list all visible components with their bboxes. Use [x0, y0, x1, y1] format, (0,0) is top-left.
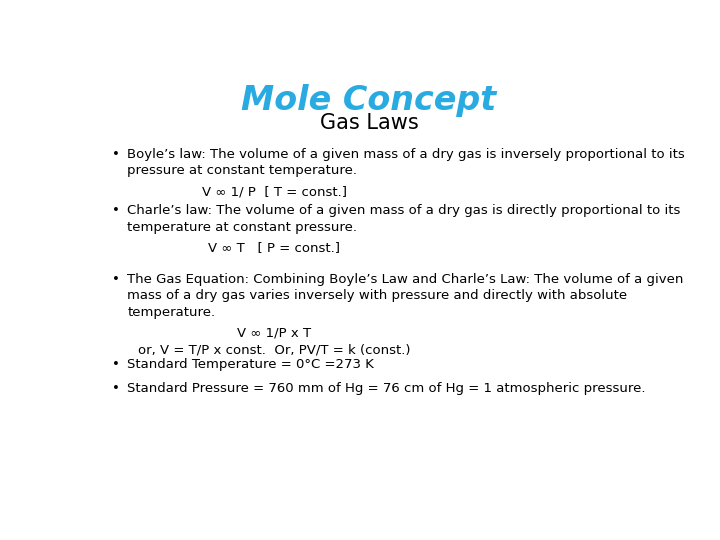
Text: V ∞ 1/ P  [ T = const.]: V ∞ 1/ P [ T = const.]: [202, 185, 346, 198]
Text: •: •: [112, 273, 120, 286]
Text: •: •: [112, 382, 120, 395]
Text: Boyle’s law: The volume of a given mass of a dry gas is inversely proportional t: Boyle’s law: The volume of a given mass …: [127, 148, 685, 178]
Text: The Gas Equation: Combining Boyle’s Law and Charle’s Law: The volume of a given
: The Gas Equation: Combining Boyle’s Law …: [127, 273, 684, 319]
Text: •: •: [112, 148, 120, 161]
Text: Mole Concept: Mole Concept: [241, 84, 497, 117]
Text: Charle’s law: The volume of a given mass of a dry gas is directly proportional t: Charle’s law: The volume of a given mass…: [127, 204, 681, 234]
Text: V ∞ 1/P x T
or, V = T/P x const.  Or, PV/T = k (const.): V ∞ 1/P x T or, V = T/P x const. Or, PV/…: [138, 327, 410, 357]
Text: •: •: [112, 204, 120, 217]
Text: Standard Temperature = 0°C =273 K: Standard Temperature = 0°C =273 K: [127, 358, 374, 371]
Text: •: •: [112, 358, 120, 371]
Text: Gas Laws: Gas Laws: [320, 113, 418, 133]
Text: V ∞ T   [ P = const.]: V ∞ T [ P = const.]: [208, 241, 340, 254]
Text: Standard Pressure = 760 mm of Hg = 76 cm of Hg = 1 atmospheric pressure.: Standard Pressure = 760 mm of Hg = 76 cm…: [127, 382, 646, 395]
